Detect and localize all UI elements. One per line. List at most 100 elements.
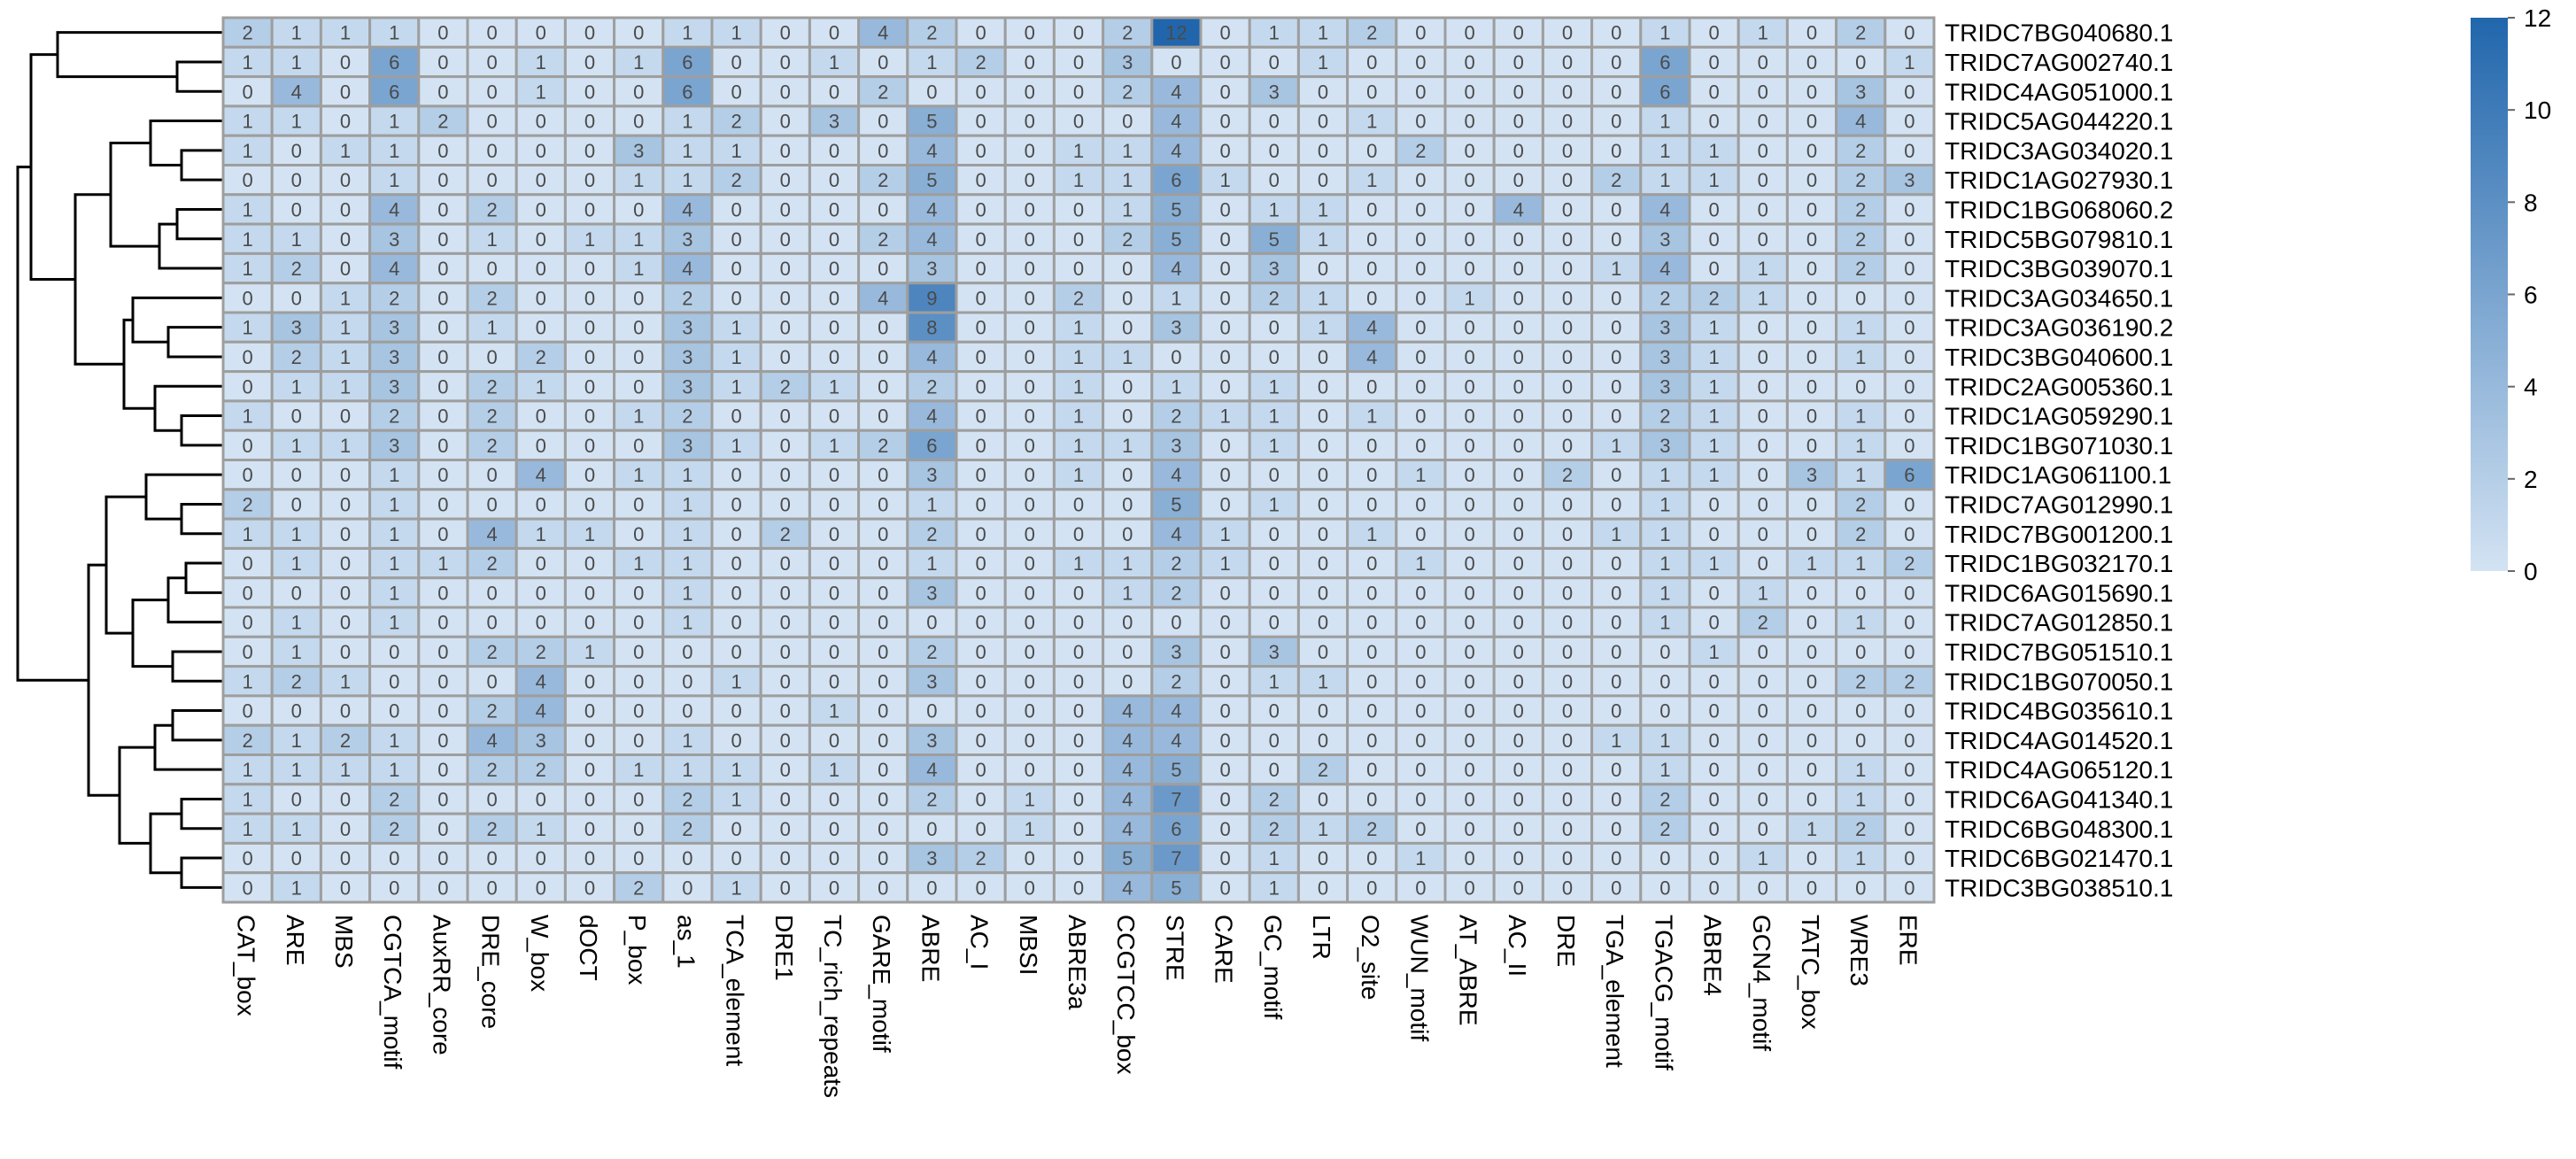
cell-value-label: 0: [780, 670, 791, 692]
cell-value-label: 4: [486, 523, 497, 545]
heatmap-cell: [1835, 45, 1887, 79]
cell-value-label: 1: [242, 818, 252, 840]
cell-value-label: 1: [536, 818, 546, 840]
heatmap-cell: [710, 370, 762, 403]
cell-value-label: 2: [389, 818, 399, 840]
cell-value-label: 0: [340, 81, 351, 103]
cell-value-label: 0: [1269, 317, 1280, 339]
heatmap-cell: [466, 429, 518, 462]
cell-value-label: 3: [1904, 169, 1915, 191]
heatmap-cell: [661, 576, 714, 609]
cell-value-label: 0: [1415, 641, 1426, 663]
cell-value-label: 0: [486, 582, 497, 604]
cell-value-label: 0: [1611, 552, 1621, 575]
cell-value-label: 1: [340, 670, 351, 692]
cell-value-label: 0: [1562, 51, 1573, 73]
cell-value-label: 0: [437, 317, 448, 339]
cell-value-label: 0: [975, 140, 986, 162]
cell-value-label: 0: [1415, 788, 1426, 810]
row-label: TRIDC2AG005360.1: [1945, 373, 2173, 400]
cell-value-label: 0: [1025, 582, 1035, 604]
cell-value-label: 0: [1318, 346, 1328, 368]
heatmap-cell: [1884, 340, 1936, 374]
cell-value-label: 1: [291, 22, 302, 44]
cell-value-label: 1: [584, 523, 595, 545]
cell-value-label: 0: [1219, 435, 1230, 457]
column-label: as_1: [672, 915, 700, 969]
cell-value-label: 0: [829, 464, 839, 486]
cell-value-label: 0: [242, 552, 252, 575]
heatmap-cell: [808, 45, 861, 79]
cell-value-label: 1: [340, 759, 351, 781]
cell-value-label: 0: [878, 258, 888, 280]
cell-value-label: 0: [536, 493, 546, 515]
cell-value-label: 0: [1025, 700, 1035, 722]
cell-value-label: 0: [437, 670, 448, 692]
heatmap-cell: [1590, 193, 1643, 226]
heatmap-cell: [1688, 340, 1740, 374]
cell-value-label: 0: [1318, 730, 1328, 752]
heatmap-cell: [319, 429, 372, 462]
cell-value-label: 1: [291, 111, 302, 133]
cell-value-label: 0: [1904, 612, 1915, 634]
cell-value-label: 0: [1219, 140, 1230, 162]
cell-value-label: 0: [1708, 22, 1719, 44]
cell-value-label: 0: [780, 552, 791, 575]
heatmap-cell: [1639, 546, 1691, 580]
cell-value-label: 2: [1122, 81, 1133, 103]
cell-value-label: 0: [1025, 552, 1035, 575]
column-label: CAT_box: [233, 915, 260, 1016]
cell-value-label: 0: [584, 847, 595, 869]
cell-value-label: 2: [536, 641, 546, 663]
heatmap-cell: [1248, 459, 1300, 491]
cell-value-label: 0: [1611, 464, 1621, 486]
cell-value-label: 1: [242, 317, 252, 339]
cell-value-label: 0: [975, 612, 986, 634]
cell-value-label: 0: [1025, 435, 1035, 457]
cell-value-label: 0: [1562, 228, 1573, 251]
heatmap-cell: [1639, 340, 1691, 374]
cell-value-label: 0: [1562, 641, 1573, 663]
cell-value-label: 0: [536, 169, 546, 191]
heatmap-cell: [1492, 16, 1544, 49]
heatmap-cell: [1737, 459, 1789, 491]
cell-value-label: 0: [975, 258, 986, 280]
cell-value-label: 0: [829, 140, 839, 162]
cell-value-label: 0: [1366, 493, 1377, 515]
cell-value-label: 0: [1904, 198, 1915, 220]
cell-value-label: 1: [242, 759, 252, 781]
column-label: AC_II: [1504, 915, 1531, 977]
cell-value-label: 0: [975, 523, 986, 545]
cell-value-label: 4: [1171, 258, 1181, 280]
cell-value-label: 0: [340, 818, 351, 840]
cell-value-label: 0: [1758, 140, 1768, 162]
heatmap-cell: [1052, 311, 1105, 344]
heatmap-cell: [514, 282, 567, 314]
cell-value-label: 1: [1855, 612, 1866, 634]
cell-value-label: 0: [486, 51, 497, 73]
cell-value-label: 0: [340, 406, 351, 428]
cell-value-label: 0: [1758, 700, 1768, 722]
cell-value-label: 0: [731, 464, 741, 486]
cell-value-label: 0: [682, 641, 692, 663]
cell-value-label: 0: [1562, 317, 1573, 339]
column-label: ABRE4: [1699, 915, 1727, 996]
cell-value-label: 0: [1415, 670, 1426, 692]
cell-value-label: 1: [1366, 523, 1377, 545]
cell-value-label: 1: [1806, 818, 1817, 840]
cell-value-label: 0: [1855, 287, 1866, 309]
cell-value-label: 1: [731, 140, 741, 162]
cell-value-label: 4: [926, 346, 937, 368]
heatmap-cell: [1541, 134, 1594, 166]
legend-tick-label: 2: [2524, 466, 2538, 493]
cell-value-label: 1: [242, 788, 252, 810]
cell-value-label: 2: [1269, 818, 1280, 840]
cell-value-label: 1: [1073, 375, 1084, 398]
row-labels: TRIDC7BG040680.1TRIDC7AG002740.1TRIDC4AG…: [1945, 19, 2173, 902]
heatmap-cell: [906, 193, 958, 226]
cell-value-label: 0: [1611, 788, 1621, 810]
cell-value-label: 3: [682, 317, 692, 339]
cell-value-label: 0: [340, 493, 351, 515]
cell-value-label: 2: [731, 169, 741, 191]
cell-value-label: 0: [1513, 730, 1524, 752]
